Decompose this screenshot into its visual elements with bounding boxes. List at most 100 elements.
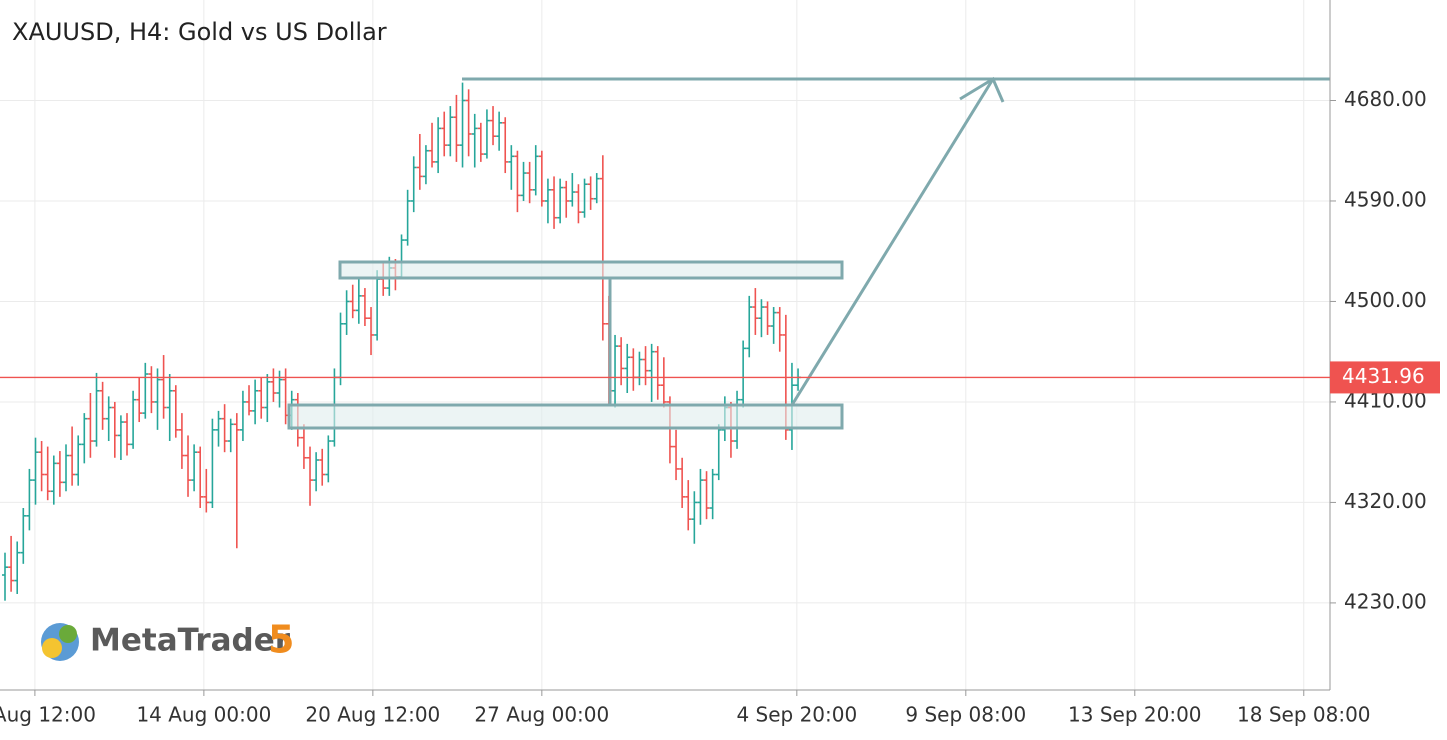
ohlc-bar: [111, 401, 118, 458]
ohlc-bar: [221, 404, 228, 453]
ohlc-bar: [154, 368, 161, 430]
ohlc-bar: [319, 448, 326, 486]
ohlc-bar: [313, 452, 320, 492]
ohlc-bar: [551, 176, 558, 229]
ohlc-bar: [270, 368, 277, 402]
ohlc-bar: [142, 362, 149, 419]
x-tick-label: 18 Sep 08:00: [1237, 703, 1371, 727]
x-tick-label: 9 Sep 08:00: [905, 703, 1026, 727]
ohlc-bar: [679, 457, 686, 509]
ohlc-bar: [569, 173, 576, 207]
ohlc-bar: [581, 178, 588, 218]
ohlc-bar: [160, 355, 167, 419]
arrow-head: [959, 76, 1005, 103]
ohlc-bar: [502, 117, 509, 174]
ohlc-bar: [648, 343, 655, 402]
arrow: [790, 78, 995, 406]
y-tick-label: 4680.00: [1344, 87, 1427, 111]
x-tick-label: 4 Sep 20:00: [736, 703, 857, 727]
y-tick-label: 4590.00: [1344, 187, 1427, 211]
ohlc-bar: [416, 133, 423, 190]
ohlc-bar: [246, 385, 253, 416]
ohlc-bar: [50, 455, 57, 505]
ohlc-bar: [599, 155, 606, 341]
ohlc-bar: [697, 468, 704, 525]
ohlc-bar: [422, 145, 429, 185]
zone-rect: [287, 403, 844, 430]
ohlc-bar: [258, 377, 265, 419]
last-price-label: 4431.96: [1342, 364, 1425, 388]
ohlc-bar: [776, 307, 783, 352]
x-tick-label: 14 Aug 00:00: [136, 703, 271, 727]
ohlc-bar: [209, 418, 216, 509]
ohlc-bar: [575, 184, 582, 224]
logo-icon: [42, 638, 62, 658]
ohlc-bar: [26, 468, 33, 531]
ohlc-bar: [520, 161, 527, 201]
y-tick-label: 4230.00: [1344, 589, 1427, 613]
logo-number: 5: [268, 618, 294, 662]
x-tick-label: 13 Sep 20:00: [1068, 703, 1202, 727]
logo-text: MetaTrader: [90, 623, 291, 659]
x-tick-label: 7 Aug 12:00: [0, 703, 96, 727]
ohlc-bar: [709, 468, 716, 520]
ohlc-bar: [252, 379, 259, 425]
ohlc-bar: [124, 413, 131, 456]
ohlc-bar: [624, 343, 631, 394]
ohlc-bar: [563, 180, 570, 218]
ohlc-bar: [764, 301, 771, 335]
ohlc-bar: [410, 156, 417, 213]
ohlc-bar: [215, 410, 222, 447]
ohlc-bar: [660, 357, 667, 408]
ohlc-bar: [8, 535, 15, 592]
ohlc-bar: [203, 468, 210, 513]
y-tick-label: 4320.00: [1344, 489, 1427, 513]
ohlc-bar: [44, 446, 51, 501]
ohlc-bar: [93, 372, 100, 447]
ohlc-bar: [746, 295, 753, 358]
chart-title: XAUUSD, H4: Gold vs US Dollar: [12, 18, 387, 46]
ohlc-bar: [544, 178, 551, 224]
ohlc-bar: [752, 288, 759, 335]
ohlc-bar: [654, 346, 661, 400]
ohlc-bar: [325, 435, 332, 483]
ohlc-bar: [368, 307, 375, 356]
ohlc-bar: [130, 390, 137, 449]
ohlc-bar: [148, 366, 155, 414]
ohlc-bar: [117, 415, 124, 460]
ohlc-bar: [453, 94, 460, 162]
axis-labels: 4230.004320.004410.004500.004590.004680.…: [0, 87, 1427, 727]
ohlc-bar: [227, 418, 234, 453]
ohlc-bar: [343, 290, 350, 335]
ohlc-bar: [69, 426, 76, 486]
ohlc-bar: [166, 374, 173, 442]
zone-rect: [338, 260, 844, 280]
ohlc-bar: [587, 176, 594, 210]
ohlc-bar: [465, 89, 472, 157]
ohlc-bar: [300, 424, 307, 469]
ohlc-bar: [691, 491, 698, 544]
ohlc-bar: [612, 334, 619, 408]
ohlc-bar: [191, 444, 198, 492]
ohlc-bar: [441, 111, 448, 157]
ohlc-bar: [703, 471, 710, 520]
ohlc-bar: [673, 429, 680, 481]
ohlc-bar: [239, 390, 246, 442]
ohlc-bar: [758, 299, 765, 338]
ohlc-bar: [307, 446, 314, 506]
ohlc-bar: [355, 279, 362, 324]
ohlc-bar: [471, 113, 478, 168]
last-price-box: [1330, 361, 1440, 394]
x-tick-label: 27 Aug 00:00: [474, 703, 609, 727]
ohlc-bar: [459, 82, 466, 168]
ohlc-bar: [105, 396, 112, 442]
ohlc-bar: [557, 178, 564, 224]
ohlc-bar: [178, 413, 185, 469]
ohlc-bar: [435, 117, 442, 174]
ohlc-bar: [490, 106, 497, 146]
ohlc-bar: [447, 106, 454, 157]
ohlc-bar: [349, 284, 356, 319]
ohlc-bar: [593, 173, 600, 204]
